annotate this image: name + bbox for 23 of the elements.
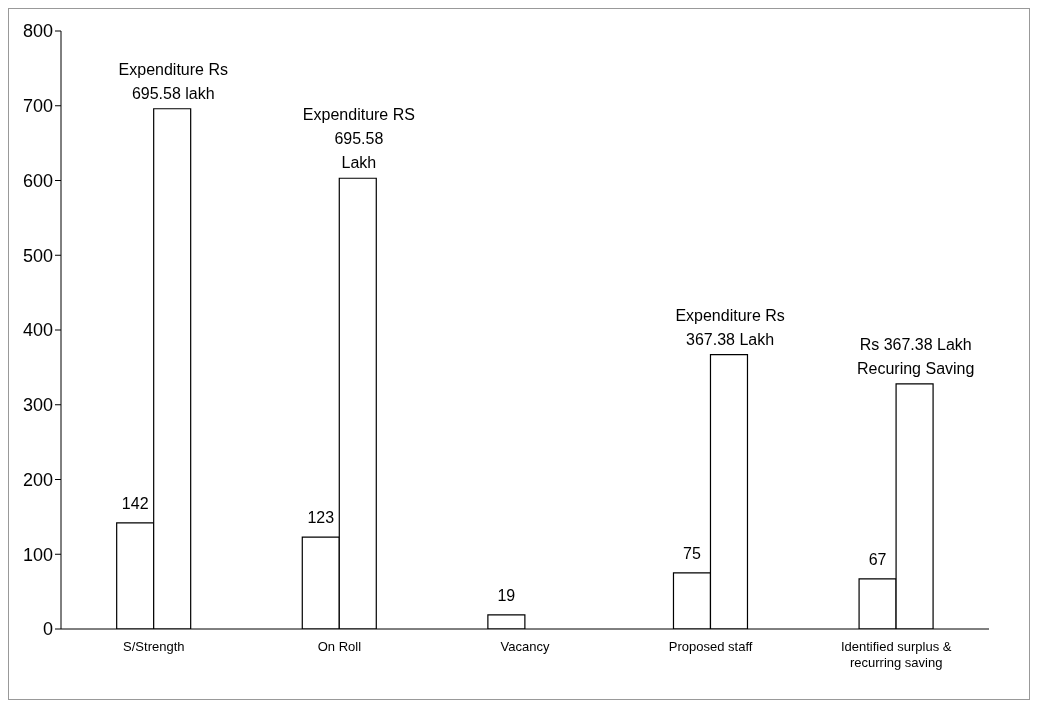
x-tick-label: On Roll — [317, 639, 362, 654]
annotation: Expenditure Rs 367.38 Lakh — [675, 306, 785, 348]
x-tick-label: Proposed staff — [668, 639, 753, 654]
annotation: Expenditure Rs 695.58 lakh — [118, 60, 228, 102]
data-label: 19 — [497, 586, 516, 604]
y-tick-label: 500 — [22, 245, 53, 266]
data-label: 67 — [868, 550, 887, 568]
y-tick-label: 600 — [22, 170, 53, 191]
y-tick-label: 800 — [22, 21, 53, 42]
x-tick-label: S/Strength — [123, 639, 185, 654]
data-label: 142 — [121, 494, 149, 512]
annotation: Rs 367.38 Lakh Recuring Saving — [857, 335, 975, 377]
y-tick-label: 0 — [42, 619, 53, 640]
y-tick-label: 300 — [22, 395, 53, 416]
y-tick-label: 700 — [22, 96, 53, 117]
y-tick-label: 400 — [22, 320, 53, 341]
data-label: 123 — [307, 509, 335, 527]
x-tick-label: Identified surplus & recurring saving — [840, 639, 952, 670]
data-label: 75 — [683, 544, 701, 562]
y-tick-label: 100 — [22, 544, 53, 565]
y-tick-label: 200 — [22, 469, 53, 490]
annotation: Expenditure RS 695.58 Lakh — [302, 106, 415, 172]
x-tick-label: Vacancy — [500, 639, 550, 654]
